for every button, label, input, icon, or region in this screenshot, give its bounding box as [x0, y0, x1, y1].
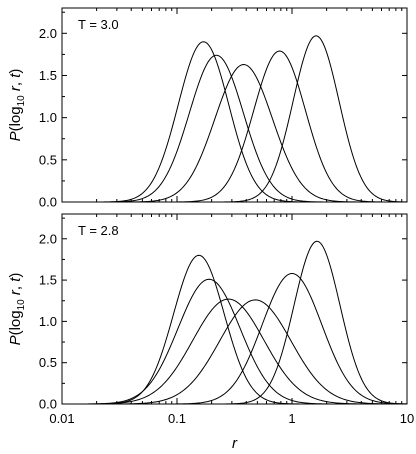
series-line-3	[62, 299, 407, 404]
x-tick-label: 0.01	[49, 411, 74, 426]
series-line-1	[62, 54, 407, 202]
y-tick-label: 1.0	[39, 314, 57, 329]
x-tick-label: 10	[400, 411, 414, 426]
panel-top: 0.0 0.5 1.0 1.5 2.0 T = 3.0 P(log10 r, t)	[7, 7, 408, 210]
x-tick-label: 0.1	[168, 411, 186, 426]
y-tick-label: 0.5	[39, 152, 57, 167]
y-tick-label: 0.0	[39, 397, 57, 412]
y-tick-label: 1.5	[39, 273, 57, 288]
y-tick-label: 2.0	[39, 231, 57, 246]
panel-label: T = 3.0	[78, 17, 119, 32]
y-tick-label: 0.0	[39, 195, 57, 210]
series-line-3	[62, 50, 407, 202]
series-line-0	[62, 254, 407, 404]
x-axis-title: r	[232, 435, 238, 452]
y-tick-label: 1.5	[39, 68, 57, 83]
y-tick-label: 1.0	[39, 110, 57, 125]
x-tick-label: 1	[288, 411, 295, 426]
y-axis-title: P(log10 r, t)	[7, 69, 27, 142]
plot-frame	[61, 213, 408, 405]
series-line-5	[62, 240, 407, 404]
series-line-2	[62, 298, 407, 404]
series-line-4	[62, 35, 407, 202]
series-line-4	[62, 272, 407, 404]
plot-frame	[61, 7, 408, 203]
y-tick-label: 0.5	[39, 355, 57, 370]
series-line-1	[62, 278, 407, 404]
panel-bottom: 0.0 0.5 1.0 1.5 2.0 0.01 0.1 1 10 T = 2.8 P(log10 …	[7, 213, 414, 452]
y-tick-label: 2.0	[39, 26, 57, 41]
panel-label: T = 2.8	[78, 223, 119, 238]
series-line-0	[62, 41, 407, 202]
y-axis-title: P(log10 r, t)	[7, 273, 27, 346]
